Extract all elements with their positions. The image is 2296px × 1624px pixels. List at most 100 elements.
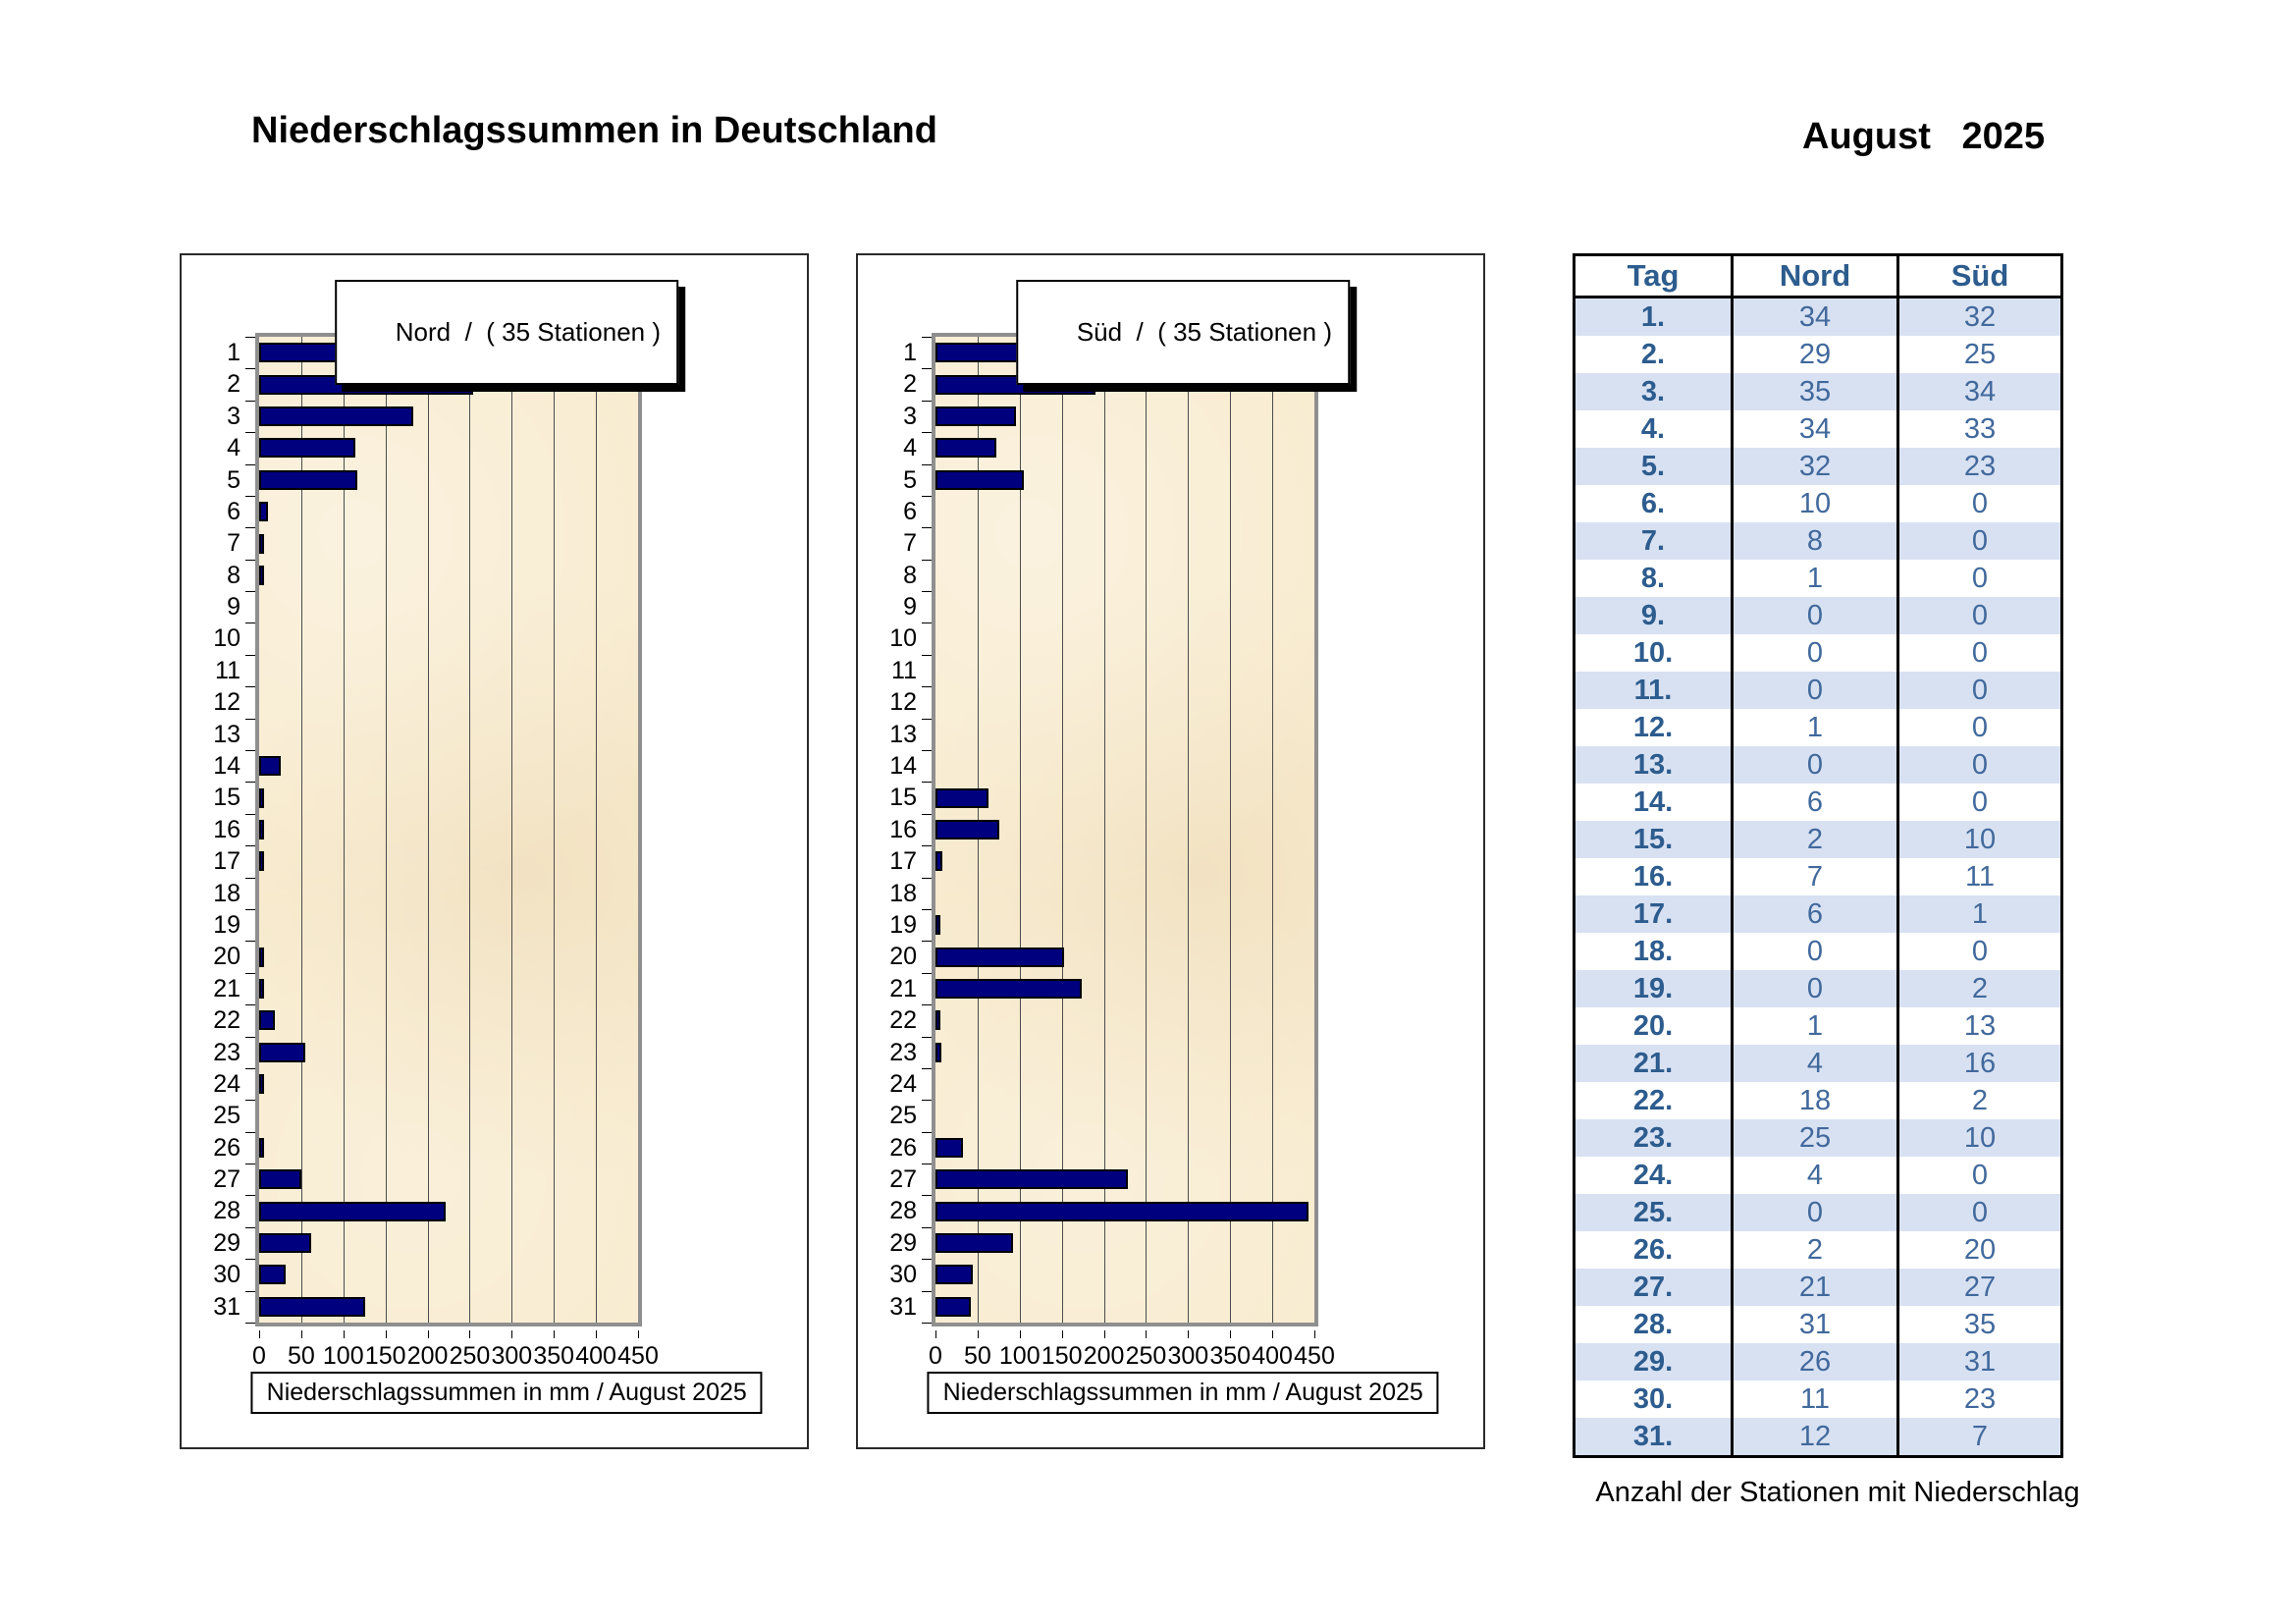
y-axis-label: 13 [213,720,240,748]
y-axis-tick [245,782,255,784]
x-axis-tick [1061,1330,1063,1338]
table-row-15.: 15. 2 10 [1575,821,2060,858]
y-axis-tick [922,718,932,720]
bar-day-23 [935,1042,941,1062]
chart-nord: Nord / ( 35 Stationen ) Niederschlagssum… [180,253,809,1449]
x-axis-label: 250 [1125,1342,1167,1370]
table-header-sued: Süd [1950,258,2009,293]
table-row-8.: 8. 1 0 [1575,560,2060,597]
bar-day-30 [935,1265,973,1285]
y-axis-label: 10 [213,624,240,653]
page-title: Niederschlagssummen in Deutschland [251,110,937,151]
x-axis-tick [638,1330,639,1338]
table-row-14.: 14. 6 0 [1575,784,2060,821]
gridline [1019,337,1021,1323]
y-axis-label: 7 [903,529,917,558]
y-axis-label: 4 [903,434,917,462]
bar-day-26 [935,1137,964,1158]
sued-cell: 10 [1963,824,1997,855]
bar-day-22 [259,1010,276,1031]
x-axis-label: 0 [929,1342,942,1370]
gridline [343,337,345,1323]
gridline [1272,337,1274,1323]
bar-day-22 [935,1010,940,1031]
nord-cell: 10 [1731,485,1899,522]
y-axis-tick [245,591,255,593]
day-cell: 17. [1632,898,1674,930]
chart-nord-caption-box: Niederschlagssummen in mm / August 2025 [250,1372,763,1414]
nord-cell: 0 [1731,672,1899,709]
table-row-6.: 6. 10 0 [1575,485,2060,522]
y-axis-label: 11 [215,656,240,684]
sued-cell: 20 [1963,1234,1997,1266]
y-axis-label: 15 [213,784,240,812]
y-axis-label: 9 [227,593,240,622]
y-axis-tick [922,1131,932,1133]
y-axis-label: 10 [889,624,917,653]
y-axis-tick [245,1004,255,1006]
y-axis-label: 13 [889,720,917,748]
y-axis-tick [245,337,255,338]
y-axis-label: 3 [903,402,917,430]
y-axis-label: 2 [227,370,240,399]
day-cell: 30. [1632,1383,1674,1415]
y-axis-tick [922,559,932,561]
y-axis-tick [245,941,255,943]
sued-cell: 0 [1971,749,1989,781]
bar-day-28 [259,1201,447,1221]
nord-cell: 1 [1731,560,1899,597]
gridline [1230,337,1232,1323]
nord-cell: 4 [1731,1045,1899,1082]
table-row-16.: 16. 7 11 [1575,858,2060,895]
y-axis-tick [922,1004,932,1006]
table-row-24.: 24. 4 0 [1575,1157,2060,1194]
x-axis-label: 450 [617,1342,659,1370]
bar-day-15 [259,787,265,808]
nord-cell: 0 [1731,597,1899,634]
y-axis-label: 22 [213,1006,240,1035]
bar-day-6 [259,502,268,522]
bar-day-20 [935,947,1065,967]
day-cell: 31. [1632,1421,1674,1452]
y-axis-label: 19 [213,910,240,939]
y-axis-tick [245,463,255,465]
sued-cell: 2 [1971,973,1989,1004]
table-header-tag: Tag [1627,258,1680,293]
bar-day-29 [935,1233,1013,1254]
bar-day-16 [935,820,1000,839]
y-axis-label: 6 [903,497,917,525]
y-axis-label: 26 [213,1133,240,1162]
y-axis-tick [922,782,932,784]
y-axis-tick [245,1067,255,1069]
nord-cell: 2 [1731,1231,1899,1269]
y-axis-label: 29 [213,1228,240,1257]
nord-cell: 6 [1731,895,1899,933]
day-cell: 14. [1632,786,1674,818]
day-cell: 23. [1632,1122,1674,1154]
y-axis-tick [245,1195,255,1197]
y-axis-label: 17 [213,847,240,876]
table-row-7.: 7. 8 0 [1575,522,2060,560]
day-cell: 28. [1632,1309,1674,1340]
y-axis-tick [922,527,932,529]
chart-sued-plot-area [932,333,1318,1326]
y-axis-tick [922,495,932,497]
x-axis-tick [1019,1330,1021,1338]
day-cell: 12. [1632,712,1674,743]
gridline [385,337,387,1323]
y-axis-label: 15 [889,784,917,812]
y-axis-label: 18 [213,879,240,907]
sued-cell: 2 [1971,1085,1989,1116]
gridline [554,337,556,1323]
x-axis-label: 400 [575,1342,616,1370]
y-axis-tick [922,1195,932,1197]
gridline [1061,337,1063,1323]
y-axis-label: 4 [227,434,240,462]
y-axis-label: 28 [213,1197,240,1225]
sued-cell: 0 [1971,563,1989,594]
y-axis-label: 28 [889,1197,917,1225]
y-axis-label: 25 [213,1102,240,1130]
x-axis-label: 150 [1041,1342,1083,1370]
y-axis-label: 29 [889,1228,917,1257]
bar-day-28 [935,1201,1308,1221]
